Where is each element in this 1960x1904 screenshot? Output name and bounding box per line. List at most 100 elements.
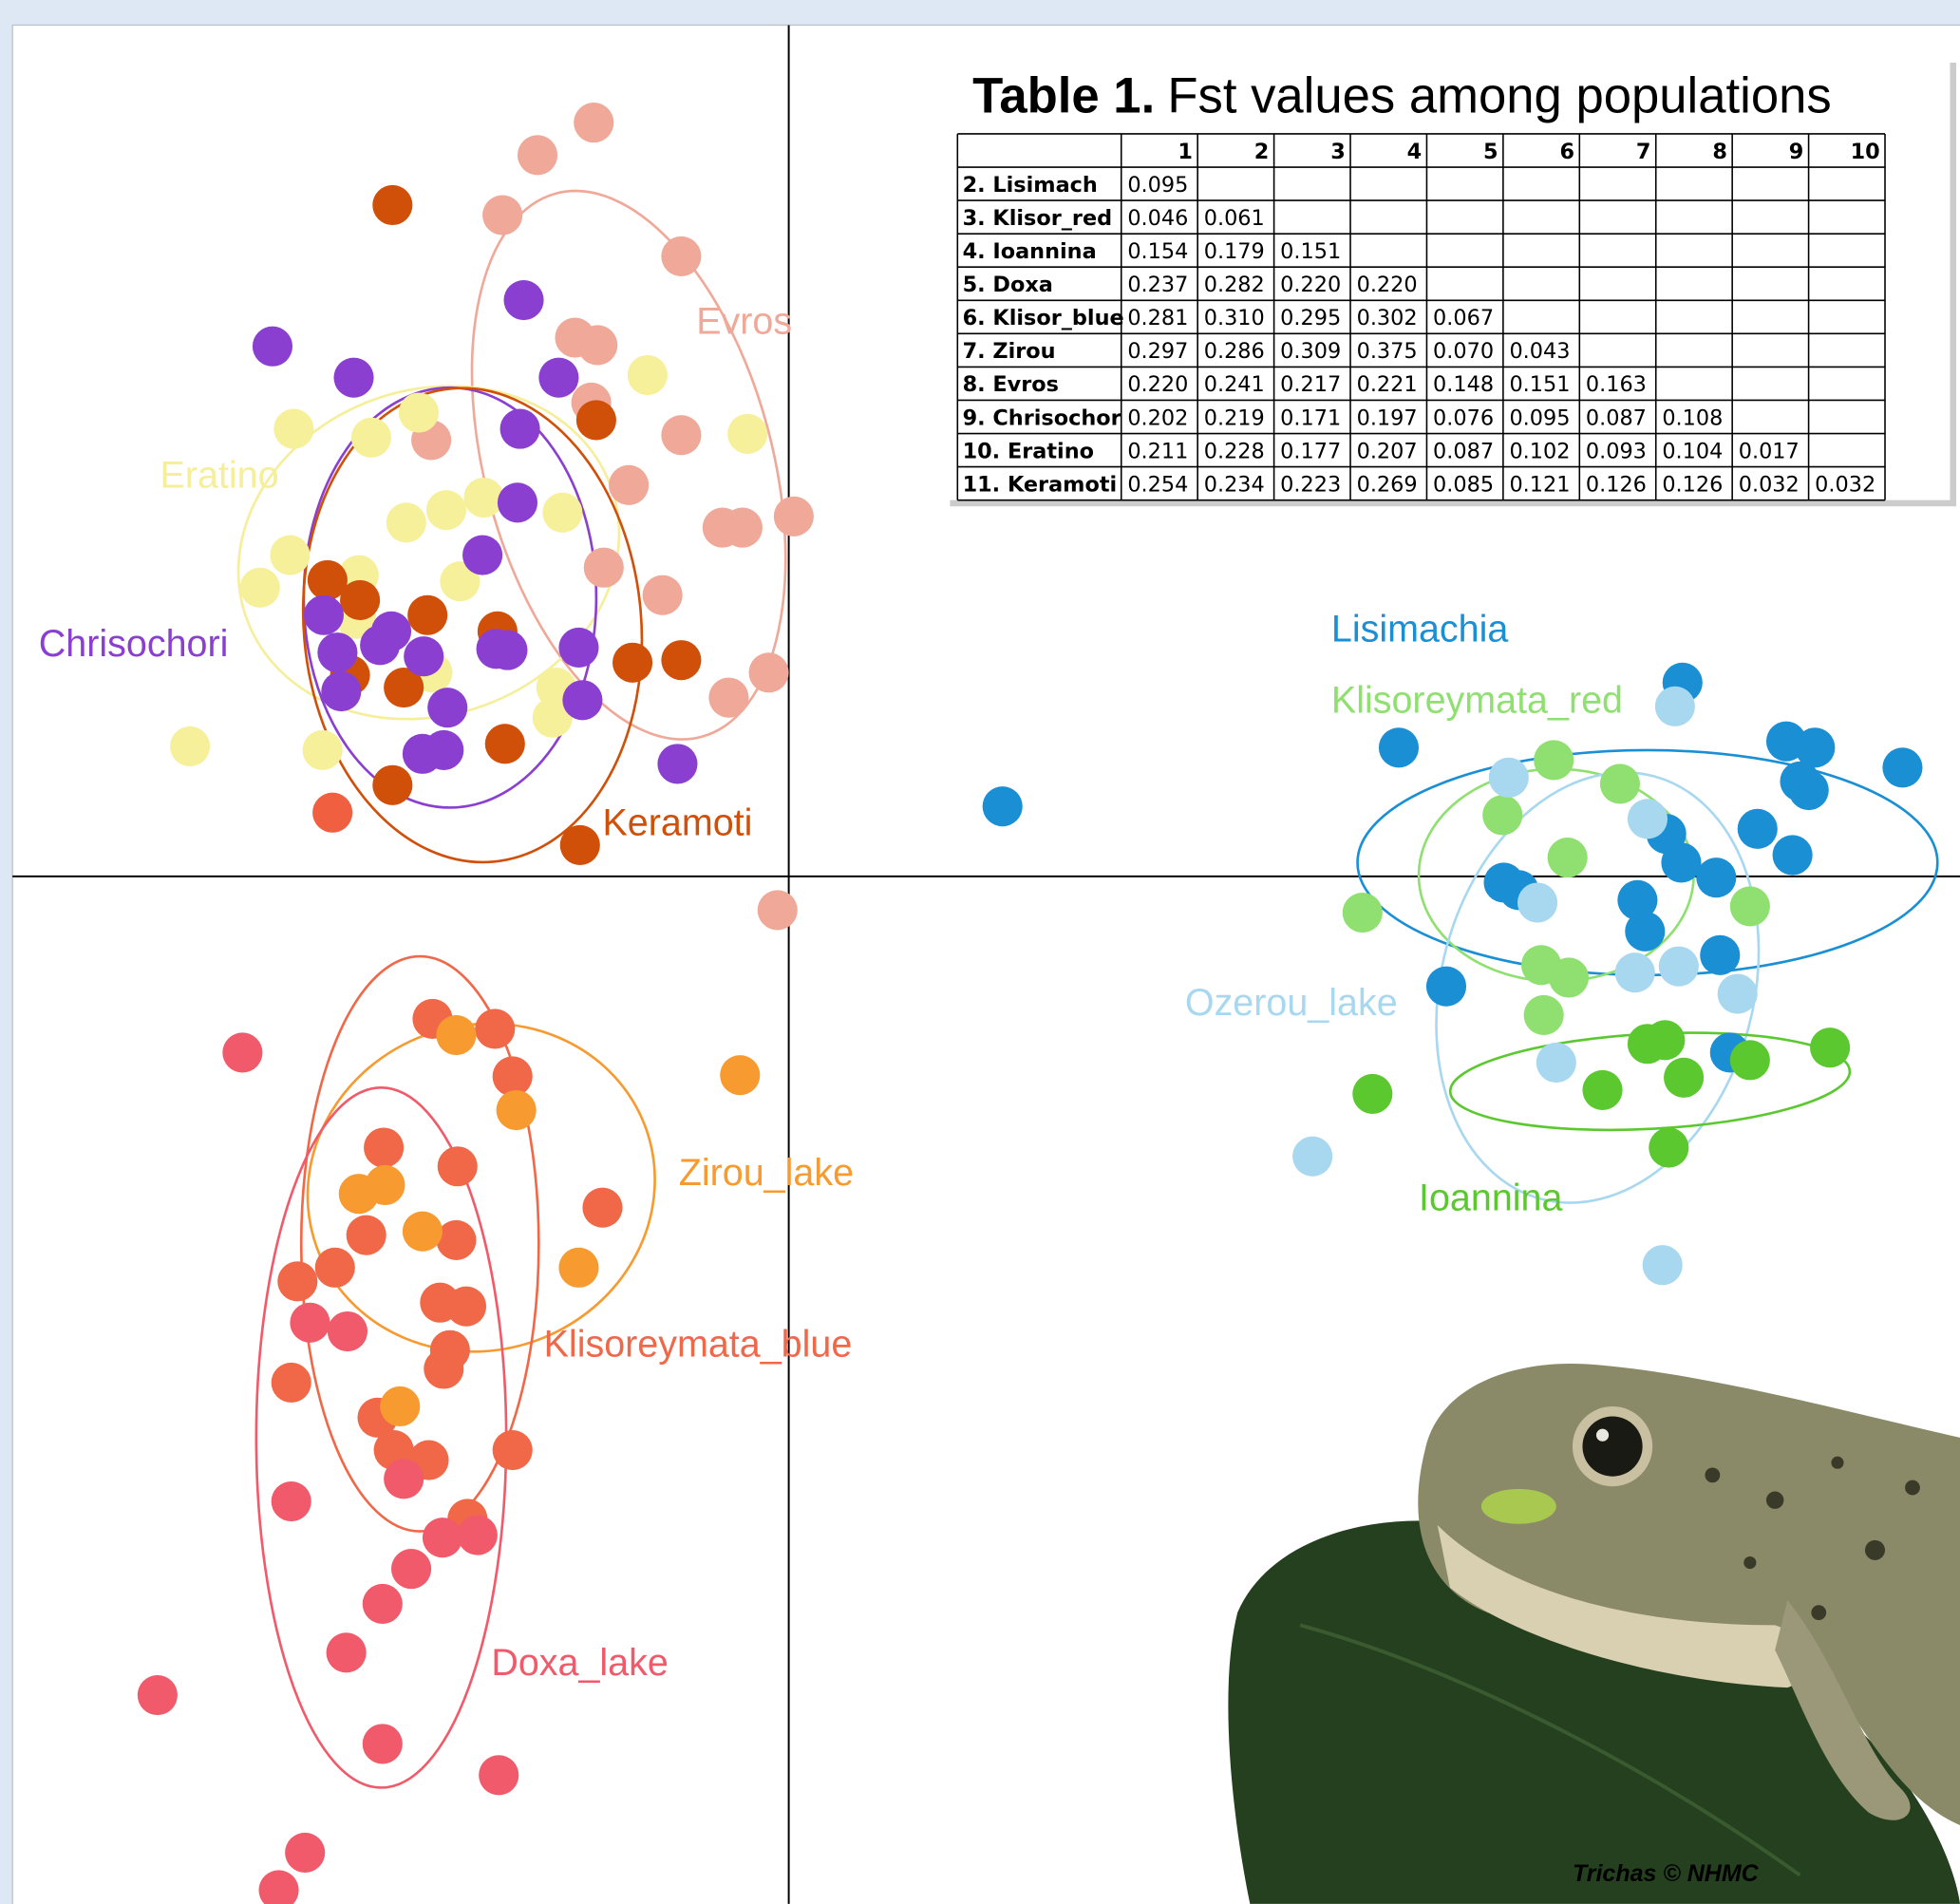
point bbox=[1882, 747, 1922, 787]
table-value: 0.043 bbox=[1509, 339, 1570, 364]
table-value: 0.126 bbox=[1662, 472, 1723, 497]
point bbox=[1600, 763, 1640, 803]
column-header: 3 bbox=[1330, 140, 1346, 164]
group-label: Klisoreymata_red bbox=[1331, 679, 1623, 721]
point bbox=[347, 1216, 386, 1255]
row-label: 8. Evros bbox=[963, 372, 1059, 397]
table-value: 0.197 bbox=[1357, 405, 1418, 430]
point bbox=[446, 1287, 486, 1327]
table-value: 0.046 bbox=[1127, 206, 1188, 231]
point bbox=[436, 1015, 476, 1055]
point bbox=[438, 1146, 478, 1186]
table-value: 0.211 bbox=[1127, 439, 1188, 463]
point bbox=[315, 1248, 355, 1288]
point bbox=[1379, 727, 1419, 767]
table-value: 0.093 bbox=[1586, 439, 1647, 463]
row-label: 10. Eratino bbox=[963, 439, 1094, 463]
point bbox=[424, 730, 463, 770]
point bbox=[423, 1518, 462, 1557]
point bbox=[577, 325, 617, 365]
point bbox=[560, 825, 600, 865]
point bbox=[327, 1632, 367, 1672]
table-value: 0.375 bbox=[1357, 339, 1418, 364]
point bbox=[328, 1311, 368, 1351]
point bbox=[304, 595, 344, 635]
table-value: 0.076 bbox=[1433, 405, 1494, 430]
column-header: 5 bbox=[1483, 140, 1498, 164]
point bbox=[277, 1261, 317, 1301]
point bbox=[661, 415, 701, 455]
table-value: 0.241 bbox=[1204, 372, 1265, 397]
point bbox=[657, 744, 697, 783]
row-label: 2. Lisimach bbox=[963, 173, 1098, 198]
point bbox=[1548, 838, 1588, 877]
table-value: 0.281 bbox=[1127, 306, 1188, 330]
point bbox=[333, 358, 373, 398]
point bbox=[463, 478, 503, 518]
table-value: 0.163 bbox=[1586, 372, 1647, 397]
table-value: 0.095 bbox=[1509, 405, 1570, 430]
point bbox=[372, 185, 412, 225]
table-value: 0.151 bbox=[1509, 372, 1570, 397]
point bbox=[475, 1009, 515, 1048]
point bbox=[1549, 957, 1589, 997]
body: Evros Eratino Chrisochori Keramoti Lisim… bbox=[0, 0, 1960, 1904]
group-label: Doxa_lake bbox=[491, 1642, 669, 1684]
point bbox=[372, 765, 412, 805]
point bbox=[404, 636, 443, 676]
point bbox=[351, 418, 391, 458]
table-value: 0.309 bbox=[1280, 339, 1341, 364]
row-label: 9. Chrisochor bbox=[963, 405, 1121, 430]
point bbox=[436, 1220, 476, 1260]
table-value: 0.087 bbox=[1433, 439, 1494, 463]
table-value: 0.032 bbox=[1815, 472, 1875, 497]
ellipse-outline bbox=[1481, 1489, 1556, 1524]
table-value: 0.104 bbox=[1662, 439, 1723, 463]
point bbox=[487, 631, 527, 670]
point bbox=[723, 508, 763, 548]
point bbox=[1730, 886, 1770, 926]
table-value: 0.087 bbox=[1586, 405, 1647, 430]
point bbox=[609, 465, 649, 505]
point bbox=[1517, 882, 1557, 922]
point bbox=[1292, 1137, 1332, 1177]
point bbox=[303, 730, 343, 770]
row-label: 7. Zirou bbox=[963, 339, 1056, 364]
point bbox=[1659, 947, 1699, 987]
point bbox=[1789, 770, 1829, 810]
column-header: 10 bbox=[1851, 140, 1880, 164]
table-value: 0.179 bbox=[1204, 239, 1265, 264]
column-header: 7 bbox=[1636, 140, 1651, 164]
point bbox=[364, 1127, 404, 1167]
point bbox=[479, 1755, 518, 1795]
point bbox=[1696, 858, 1736, 897]
table-value: 0.061 bbox=[1204, 206, 1265, 231]
point bbox=[1628, 799, 1668, 839]
point bbox=[562, 680, 602, 720]
group-label: Lisimachia bbox=[1331, 608, 1509, 650]
figure: Evros Eratino Chrisochori Keramoti Lisim… bbox=[0, 0, 1960, 1904]
point bbox=[1700, 935, 1740, 975]
row-label: 5. Doxa bbox=[963, 273, 1053, 297]
point bbox=[272, 1481, 311, 1521]
table-value: 0.207 bbox=[1357, 439, 1418, 463]
table-value: 0.220 bbox=[1127, 372, 1188, 397]
point bbox=[1738, 809, 1778, 849]
table-value: 0.151 bbox=[1280, 239, 1341, 264]
point bbox=[482, 195, 522, 235]
table-value: 0.085 bbox=[1433, 472, 1494, 497]
point bbox=[1645, 1020, 1685, 1060]
table-value: 0.302 bbox=[1357, 306, 1418, 330]
point bbox=[1730, 1040, 1770, 1080]
row-label: 4. Ioannina bbox=[963, 239, 1097, 264]
table-value: 0.234 bbox=[1204, 472, 1265, 497]
table-title-bold: Table 1. bbox=[972, 68, 1155, 124]
point bbox=[493, 1430, 533, 1470]
point bbox=[558, 1248, 598, 1288]
group-label: Chrisochori bbox=[39, 623, 229, 665]
point bbox=[1718, 974, 1758, 1014]
point bbox=[290, 1303, 330, 1343]
point bbox=[628, 355, 668, 395]
point bbox=[1811, 1605, 1826, 1620]
point bbox=[1655, 687, 1695, 726]
